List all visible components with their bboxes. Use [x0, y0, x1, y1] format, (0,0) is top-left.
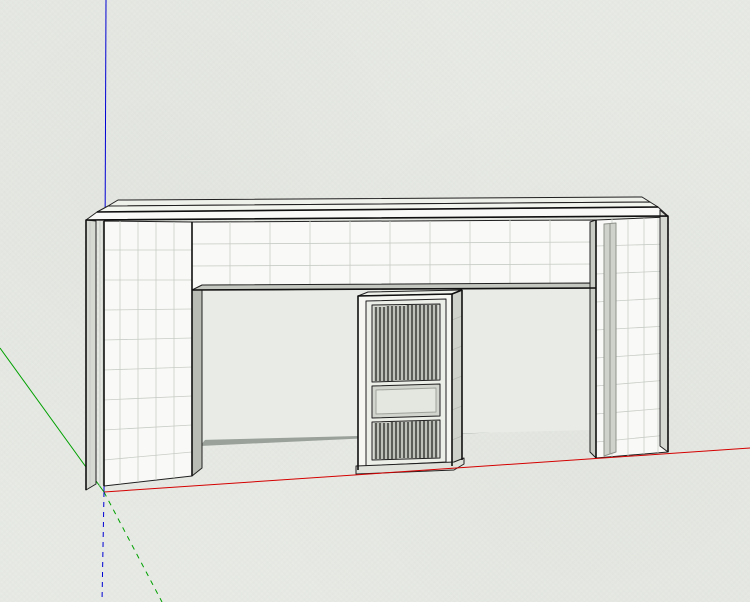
kiosk-upper-panel	[372, 304, 440, 382]
3d-viewport[interactable]	[0, 0, 750, 602]
center-kiosk	[356, 290, 464, 474]
axis-blue-neg	[102, 492, 104, 602]
scene-svg	[0, 0, 750, 602]
header-beam-front	[192, 220, 596, 290]
right-pillar-side	[660, 210, 668, 452]
kiosk-lower-panel	[372, 420, 440, 460]
left-pillar-front	[104, 221, 192, 486]
right-pillar-inner	[590, 220, 596, 458]
left-edge-sliver	[86, 220, 96, 490]
axis-green-neg	[104, 492, 162, 602]
